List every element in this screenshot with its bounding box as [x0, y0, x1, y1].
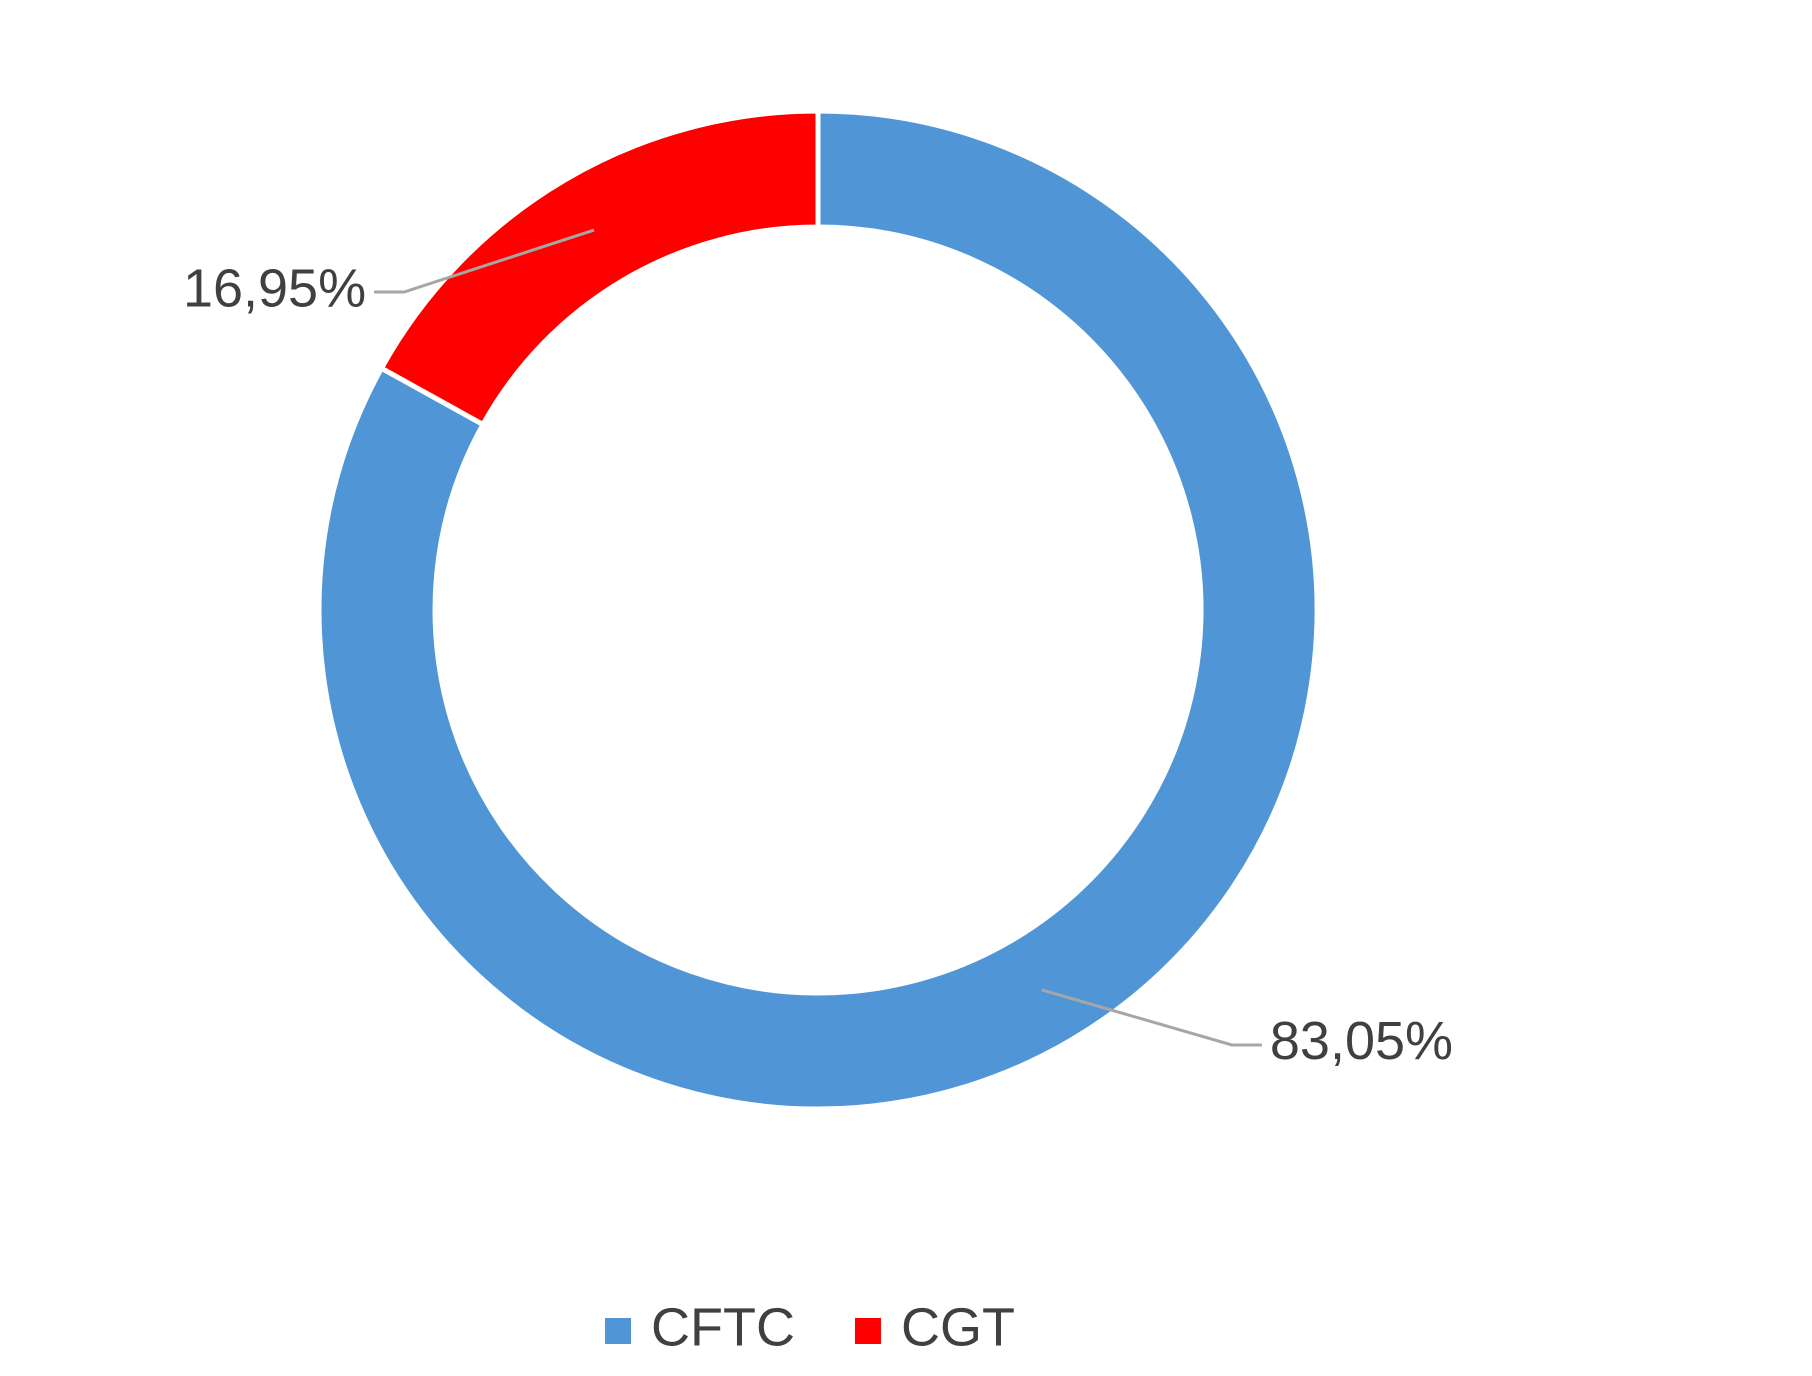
data-label: 16,95% [183, 258, 366, 318]
donut-slice [378, 108, 821, 428]
data-label: 83,05% [1270, 1011, 1453, 1071]
legend-swatch [605, 1318, 631, 1344]
donut-slice [316, 108, 1320, 1112]
legend-swatch [854, 1318, 881, 1344]
leader-line [1041, 988, 1262, 1047]
leader-line [374, 228, 595, 294]
legend-label: CFTC [651, 1297, 795, 1357]
legend-label: CGT [901, 1297, 1015, 1357]
